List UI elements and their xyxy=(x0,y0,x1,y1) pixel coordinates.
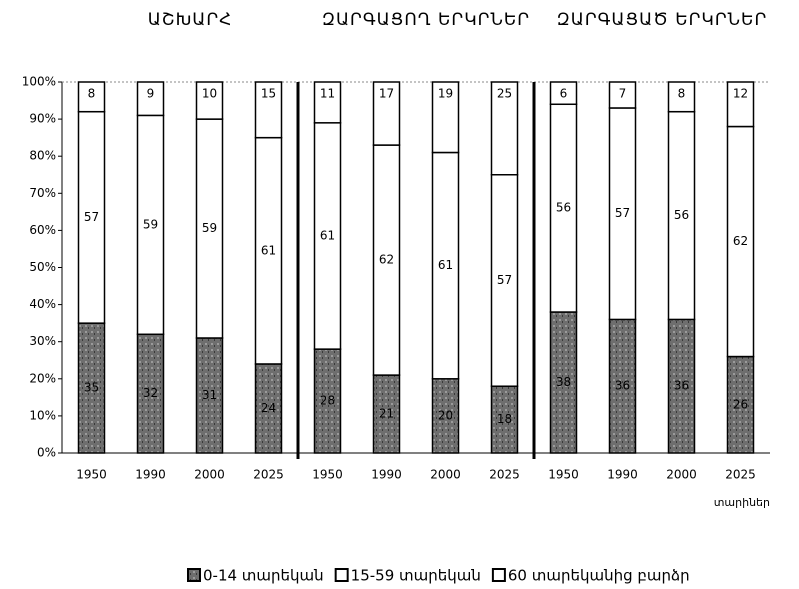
bar-segment xyxy=(195,118,224,339)
value-label: 19 xyxy=(438,87,453,101)
y-tick-label: 90% xyxy=(29,112,56,126)
y-tick-label: 80% xyxy=(29,149,56,163)
x-tick-label: 2025 xyxy=(253,468,284,482)
x-tick-label: 1990 xyxy=(607,468,638,482)
bar-segment xyxy=(549,311,578,454)
x-tick-label: 1950 xyxy=(548,468,579,482)
value-label: 61 xyxy=(438,258,453,272)
value-label: 61 xyxy=(320,228,335,242)
value-label: 21 xyxy=(379,407,394,421)
bar-segment xyxy=(136,114,165,336)
value-label: 62 xyxy=(733,234,748,248)
x-tick-label: 2000 xyxy=(194,468,225,482)
bar-segment xyxy=(667,110,696,321)
value-label: 32 xyxy=(143,386,158,400)
value-label: 61 xyxy=(261,243,276,257)
x-tick-label: 2025 xyxy=(489,468,520,482)
legend-label: 60 տարեկանից բարձր xyxy=(508,567,690,585)
bar-segment xyxy=(77,110,106,324)
bar-segment xyxy=(313,348,342,454)
bar-segment xyxy=(254,363,283,454)
value-label: 9 xyxy=(147,87,155,101)
bar-segment xyxy=(77,81,106,113)
x-tick-label: 2025 xyxy=(725,468,756,482)
value-label: 36 xyxy=(674,379,689,393)
bar-segment xyxy=(77,322,106,454)
x-tick-label: 1990 xyxy=(371,468,402,482)
legend-swatch xyxy=(334,568,349,582)
value-label: 57 xyxy=(497,273,512,287)
legend-swatch xyxy=(491,568,506,582)
bar-segment xyxy=(549,81,578,106)
bar-segment xyxy=(313,122,342,350)
y-tick-label: 70% xyxy=(29,186,56,200)
bar-segment xyxy=(254,136,283,365)
value-label: 38 xyxy=(556,375,571,389)
value-label: 6 xyxy=(560,87,568,101)
value-label: 57 xyxy=(615,206,630,220)
x-tick-label: 2000 xyxy=(430,468,461,482)
value-label: 18 xyxy=(497,412,512,426)
y-tick-label: 10% xyxy=(29,408,56,422)
group-title: ԶԱՐԳԱՑՈՂ ԵՐԿՐՆԵՐ xyxy=(322,10,530,30)
bar-segment xyxy=(431,151,460,380)
bar-segment xyxy=(490,385,519,454)
bar-segment xyxy=(136,81,165,117)
bar-segment xyxy=(431,81,460,154)
value-label: 8 xyxy=(88,87,96,101)
value-label: 62 xyxy=(379,253,394,267)
bar-segment xyxy=(313,81,342,124)
value-label: 8 xyxy=(678,87,686,101)
bar-segment xyxy=(490,81,519,176)
x-axis-label: տարիներ xyxy=(714,496,770,509)
legend-label: 15-59 տարեկան xyxy=(351,567,481,585)
value-label: 25 xyxy=(497,87,512,101)
bar-segment xyxy=(372,374,401,454)
value-label: 20 xyxy=(438,408,453,422)
value-label: 57 xyxy=(84,210,99,224)
y-tick-label: 30% xyxy=(29,334,56,348)
group-title: ԶԱՐԳԱՑԱԾ ԵՐԿՐՆԵՐ xyxy=(557,10,768,30)
legend-label: 0-14 տարեկան xyxy=(203,567,324,585)
bar-segment xyxy=(372,81,401,146)
group-title: ԱՇԽԱՐՀ xyxy=(148,10,233,30)
value-label: 59 xyxy=(143,217,158,231)
y-tick-label: 20% xyxy=(29,371,56,385)
value-label: 11 xyxy=(320,87,335,101)
value-label: 36 xyxy=(615,379,630,393)
value-label: 56 xyxy=(674,208,689,222)
bar-segment xyxy=(667,81,696,113)
bar-segment xyxy=(726,81,755,128)
y-tick-label: 0% xyxy=(37,446,56,460)
bar-segment xyxy=(254,81,283,139)
value-label: 12 xyxy=(733,87,748,101)
y-tick-label: 50% xyxy=(29,260,56,274)
x-tick-label: 2000 xyxy=(666,468,697,482)
bar-segment xyxy=(195,337,224,454)
value-label: 10 xyxy=(202,87,217,101)
x-tick-label: 1950 xyxy=(312,468,343,482)
y-tick-label: 100% xyxy=(22,75,56,89)
value-label: 15 xyxy=(261,87,276,101)
value-label: 24 xyxy=(261,401,276,415)
legend-swatch xyxy=(187,568,201,582)
bar-segment xyxy=(726,355,755,454)
value-label: 28 xyxy=(320,394,335,408)
x-tick-label: 1950 xyxy=(76,468,107,482)
value-label: 26 xyxy=(733,397,748,411)
bar-segment xyxy=(608,318,637,454)
value-label: 56 xyxy=(556,201,571,215)
bar-segment xyxy=(195,81,224,120)
y-tick-label: 60% xyxy=(29,223,56,237)
bar-segment xyxy=(608,81,637,109)
value-label: 59 xyxy=(202,221,217,235)
value-label: 17 xyxy=(379,87,394,101)
bar-segment xyxy=(549,103,578,313)
y-tick-label: 40% xyxy=(29,297,56,311)
value-label: 35 xyxy=(84,381,99,395)
x-tick-label: 1990 xyxy=(135,468,166,482)
value-label: 31 xyxy=(202,388,217,402)
value-label: 7 xyxy=(619,87,627,101)
